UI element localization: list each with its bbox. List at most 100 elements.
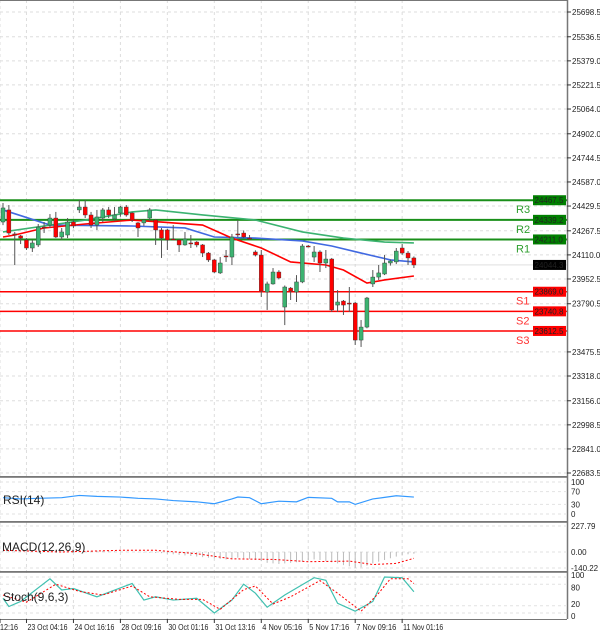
x-tick-label: 7 Nov 09:16 [356, 623, 397, 632]
bull-candle-body [36, 226, 41, 246]
bear-candle-body [206, 252, 211, 261]
x-tick-label: 4 Nov 05:16 [262, 623, 303, 632]
bull-candle-body [118, 206, 123, 214]
bear-candle-body [253, 251, 258, 256]
candle [135, 222, 141, 237]
candle [0, 203, 6, 226]
bear-candle-body [317, 251, 323, 264]
candle [124, 205, 129, 217]
bear-candle-body [353, 302, 358, 341]
candle [353, 301, 358, 345]
candle [165, 228, 170, 250]
bear-candle-body [24, 239, 29, 249]
panel-separator [0, 521, 567, 523]
bear-candle-body [159, 229, 164, 239]
bear-candle-body [306, 245, 311, 248]
candles [0, 199, 417, 347]
candle [376, 264, 381, 280]
bull-candle-body [335, 301, 340, 306]
pivot-price-tag [533, 214, 566, 225]
bull-candle-body [0, 207, 6, 223]
bear-candle-body [212, 259, 217, 273]
candle [317, 250, 323, 273]
candle [18, 235, 23, 245]
pivot-label-r3: R3 [516, 204, 530, 216]
indicator-tick-label: -140.22 [571, 564, 599, 573]
indicator-tick-label: 0 [571, 612, 576, 621]
pivot-price-tag [533, 325, 566, 336]
pivot-price-tag-label: 23869.0 [535, 288, 564, 297]
candle [282, 285, 287, 326]
bull-candle-body [65, 221, 70, 236]
bear-candle-body [341, 300, 346, 306]
bear-candle-body [171, 238, 176, 241]
bear-candle-body [235, 233, 241, 236]
pivot-lines: R3 R2 R1 S1 S2 S3 [0, 199, 567, 347]
candle [41, 222, 47, 234]
pivot-price-tag-label: 24467.5 [535, 196, 564, 205]
indicator-tick-label: 100 [571, 571, 585, 580]
bull-candle-body [376, 272, 381, 278]
candle [229, 233, 235, 265]
panel-separator [0, 476, 567, 478]
bear-candle-body [106, 209, 111, 216]
candle [53, 211, 59, 239]
candle [71, 220, 76, 228]
bull-candle-body [394, 250, 399, 263]
bull-candle-body [147, 209, 152, 219]
pivot-price-tag-label: 24339.2 [535, 216, 564, 225]
x-tick-label: 30 Oct 01:16 [168, 623, 208, 632]
y-tick-label: 23156.0 [572, 397, 600, 406]
x-tick-label: 23 Oct 04:16 [27, 623, 67, 632]
candle [264, 281, 270, 310]
stoch-main-line [2, 576, 415, 614]
y-tick-label: 23475.5 [572, 348, 600, 357]
bull-candle-body [264, 283, 270, 293]
candle [176, 238, 182, 252]
candle [364, 296, 370, 329]
y-tick-label: 25221.5 [572, 81, 600, 90]
candle [288, 287, 293, 300]
bear-candle-body [347, 302, 352, 305]
bear-candle-body [135, 222, 141, 229]
candle [88, 211, 94, 228]
bear-candle-body [6, 209, 12, 234]
pivot-price-tag-label: 24211.0 [535, 235, 564, 244]
candle [129, 211, 135, 223]
candle [241, 230, 246, 239]
candle [300, 244, 305, 284]
candle [294, 275, 299, 302]
indicator-tick-label: 100 [571, 478, 585, 487]
candle [223, 249, 229, 262]
candle [194, 241, 199, 248]
candle [329, 257, 334, 312]
bull-candle-body [370, 276, 376, 285]
candle [12, 231, 17, 265]
y-tick-label: 23318.0 [572, 372, 600, 381]
candle [112, 207, 117, 222]
pivot-label-s1: S1 [516, 296, 529, 308]
moving-averages [2, 209, 415, 284]
indicator-tick-label: 0 [571, 510, 576, 519]
pivot-label-s2: S2 [516, 315, 529, 327]
candle [259, 249, 264, 297]
candle [59, 227, 64, 241]
bear-candle-body [82, 206, 88, 216]
candle [171, 225, 176, 241]
bull-candle-body [217, 262, 223, 274]
candle [182, 231, 188, 246]
bull-candle-body [282, 286, 287, 308]
moving-average-line [2, 209, 414, 263]
candle [311, 246, 317, 262]
bull-candle-body [141, 219, 147, 224]
candle [82, 199, 88, 219]
candle [206, 251, 211, 262]
bear-candle-body [124, 206, 129, 216]
bull-candle-body [30, 242, 35, 249]
bull-candle-body [311, 251, 317, 258]
candle [217, 257, 223, 275]
bear-candle-body [53, 217, 59, 238]
stoch-label: Stoch(9,6,3) [3, 590, 68, 604]
indicator-tick-label: 20 [571, 600, 580, 609]
